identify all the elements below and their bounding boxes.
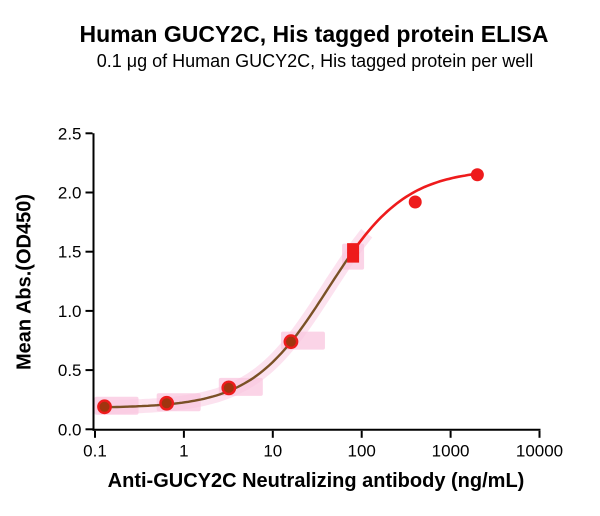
- data-point: [221, 380, 237, 396]
- data-point: [97, 399, 112, 415]
- y-tick-label: 2.0: [58, 184, 82, 203]
- y-tick-label: 0.5: [58, 361, 82, 380]
- y-tick-label: 1.5: [58, 243, 82, 262]
- chart-subtitle: 0.1 μg of Human GUCY2C, His tagged prote…: [96, 51, 534, 71]
- data-point: [159, 395, 175, 411]
- data-point: [347, 243, 360, 254]
- y-tick-label: 1.0: [58, 302, 82, 321]
- x-tick-label: 100: [348, 441, 376, 460]
- x-tick-label: 0.1: [83, 441, 107, 460]
- y-axis-label: Mean Abs.(OD450): [13, 194, 36, 370]
- data-point: [470, 168, 484, 182]
- x-tick-label: 1000: [432, 441, 470, 460]
- y-tick-label: 0.0: [58, 420, 82, 439]
- chart-title: Human GUCY2C, His tagged protein ELISA: [79, 21, 549, 47]
- data-point: [347, 252, 360, 263]
- data-point: [408, 195, 422, 209]
- y-tick-label: 2.5: [58, 124, 82, 143]
- x-tick-label: 1: [179, 441, 188, 460]
- x-axis-label: Anti-GUCY2C Neutralizing antibody (ng/mL…: [107, 470, 525, 492]
- data-point: [283, 334, 299, 350]
- fit-curve-upper: [352, 172, 478, 252]
- x-tick-label: 10000: [516, 441, 563, 460]
- x-tick-label: 10: [263, 441, 282, 460]
